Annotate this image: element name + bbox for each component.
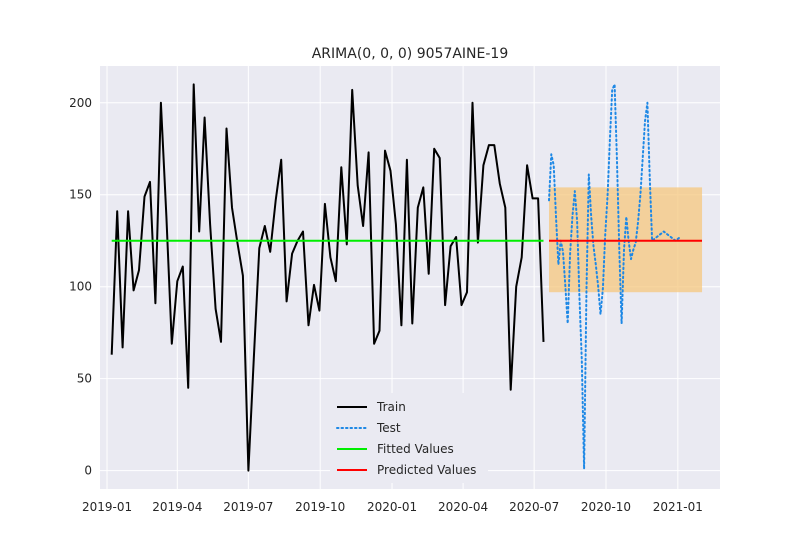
x-tick-label: 2020-10	[581, 500, 631, 514]
legend-label-train: Train	[376, 400, 406, 414]
x-tick-label: 2020-01	[367, 500, 417, 514]
chart-title: ARIMA(0, 0, 0) 9057AINE-19	[312, 46, 509, 62]
series-layer	[110, 83, 702, 472]
y-tick-label: 100	[69, 280, 92, 294]
y-tick-label: 0	[84, 464, 92, 478]
tick-labels: 0 50 100 150 200 2019-01 2019-04 2019-07 2019-10…	[69, 96, 703, 514]
legend-label-fitted-values: Fitted Values	[377, 442, 454, 456]
legend-label-predicted-values: Predicted Values	[377, 463, 476, 477]
legend: Train Test Fitted Values Predicted Values	[330, 393, 488, 483]
x-tick-label: 2019-04	[152, 500, 202, 514]
x-tick-label: 2020-07	[509, 500, 559, 514]
x-tick-label: 2019-10	[295, 500, 345, 514]
y-tick-label: 200	[69, 96, 92, 110]
legend-label-test: Test	[376, 421, 401, 435]
x-tick-label: 2020-04	[438, 500, 488, 514]
x-tick-label: 2021-01	[653, 500, 703, 514]
grid-lines	[100, 66, 720, 489]
series-train-line	[110, 83, 545, 472]
y-tick-label: 150	[69, 188, 92, 202]
x-tick-label: 2019-07	[223, 500, 273, 514]
x-tick-label: 2019-01	[82, 500, 132, 514]
y-tick-label: 50	[77, 372, 92, 386]
legend-box	[330, 393, 488, 483]
